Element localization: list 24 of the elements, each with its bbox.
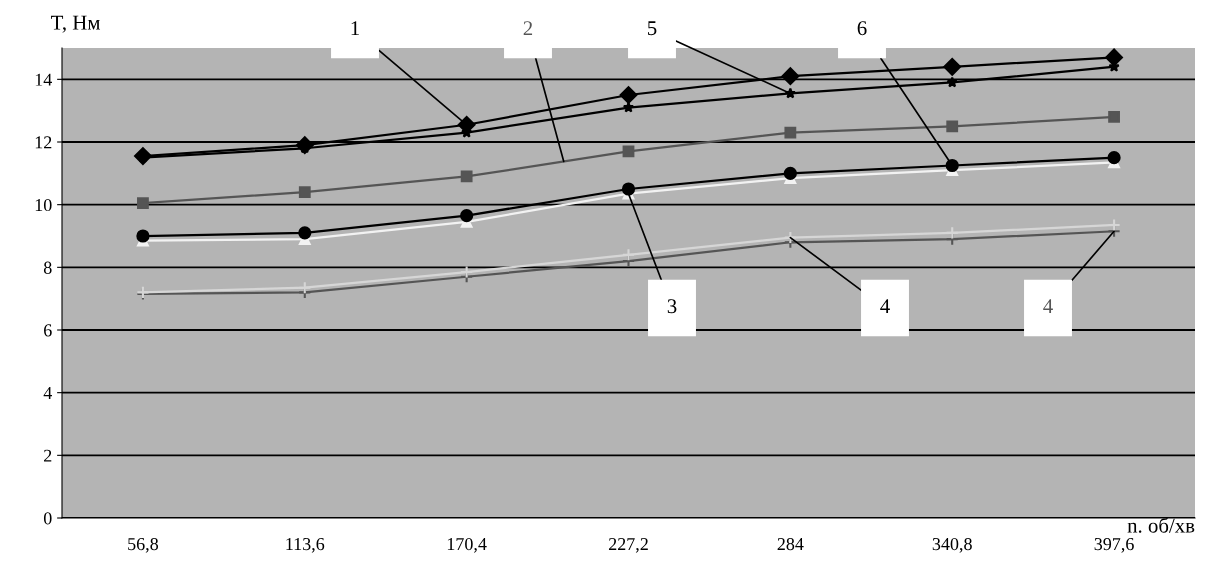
text: 3 — [667, 299, 677, 314]
y-tick-label: 6 — [44, 324, 52, 337]
text: 6 — [857, 21, 867, 36]
y-tick-label: 0 — [43, 512, 52, 525]
x-axis-title: n. об/хв — [1127, 517, 1195, 533]
y-axis-title: T, Нм — [51, 15, 101, 33]
x-tick-label: 56,8 — [128, 537, 159, 553]
y-tick-label: 10 — [35, 198, 52, 212]
text: 4 — [1043, 299, 1053, 314]
x-tick-label: 227,2 — [608, 538, 648, 553]
y-tick-label: 8 — [43, 261, 52, 274]
y-tick-label: 2 — [44, 449, 52, 462]
y-tick-label: 14 — [35, 73, 52, 86]
x-tick-label: 113,6 — [286, 538, 325, 553]
x-tick-label: 340,8 — [932, 537, 972, 553]
text: 1 — [351, 21, 359, 36]
text: 5 — [648, 21, 657, 36]
y-tick-label: 4 — [43, 387, 52, 399]
text: 4 — [880, 299, 890, 314]
y-tick-label: 12 — [35, 136, 52, 149]
x-tick-label: 397,6 — [1094, 538, 1134, 553]
text: 2 — [523, 21, 533, 36]
x-tick-label: 170,4 — [447, 537, 487, 553]
x-tick-label: 284 — [777, 537, 804, 551]
